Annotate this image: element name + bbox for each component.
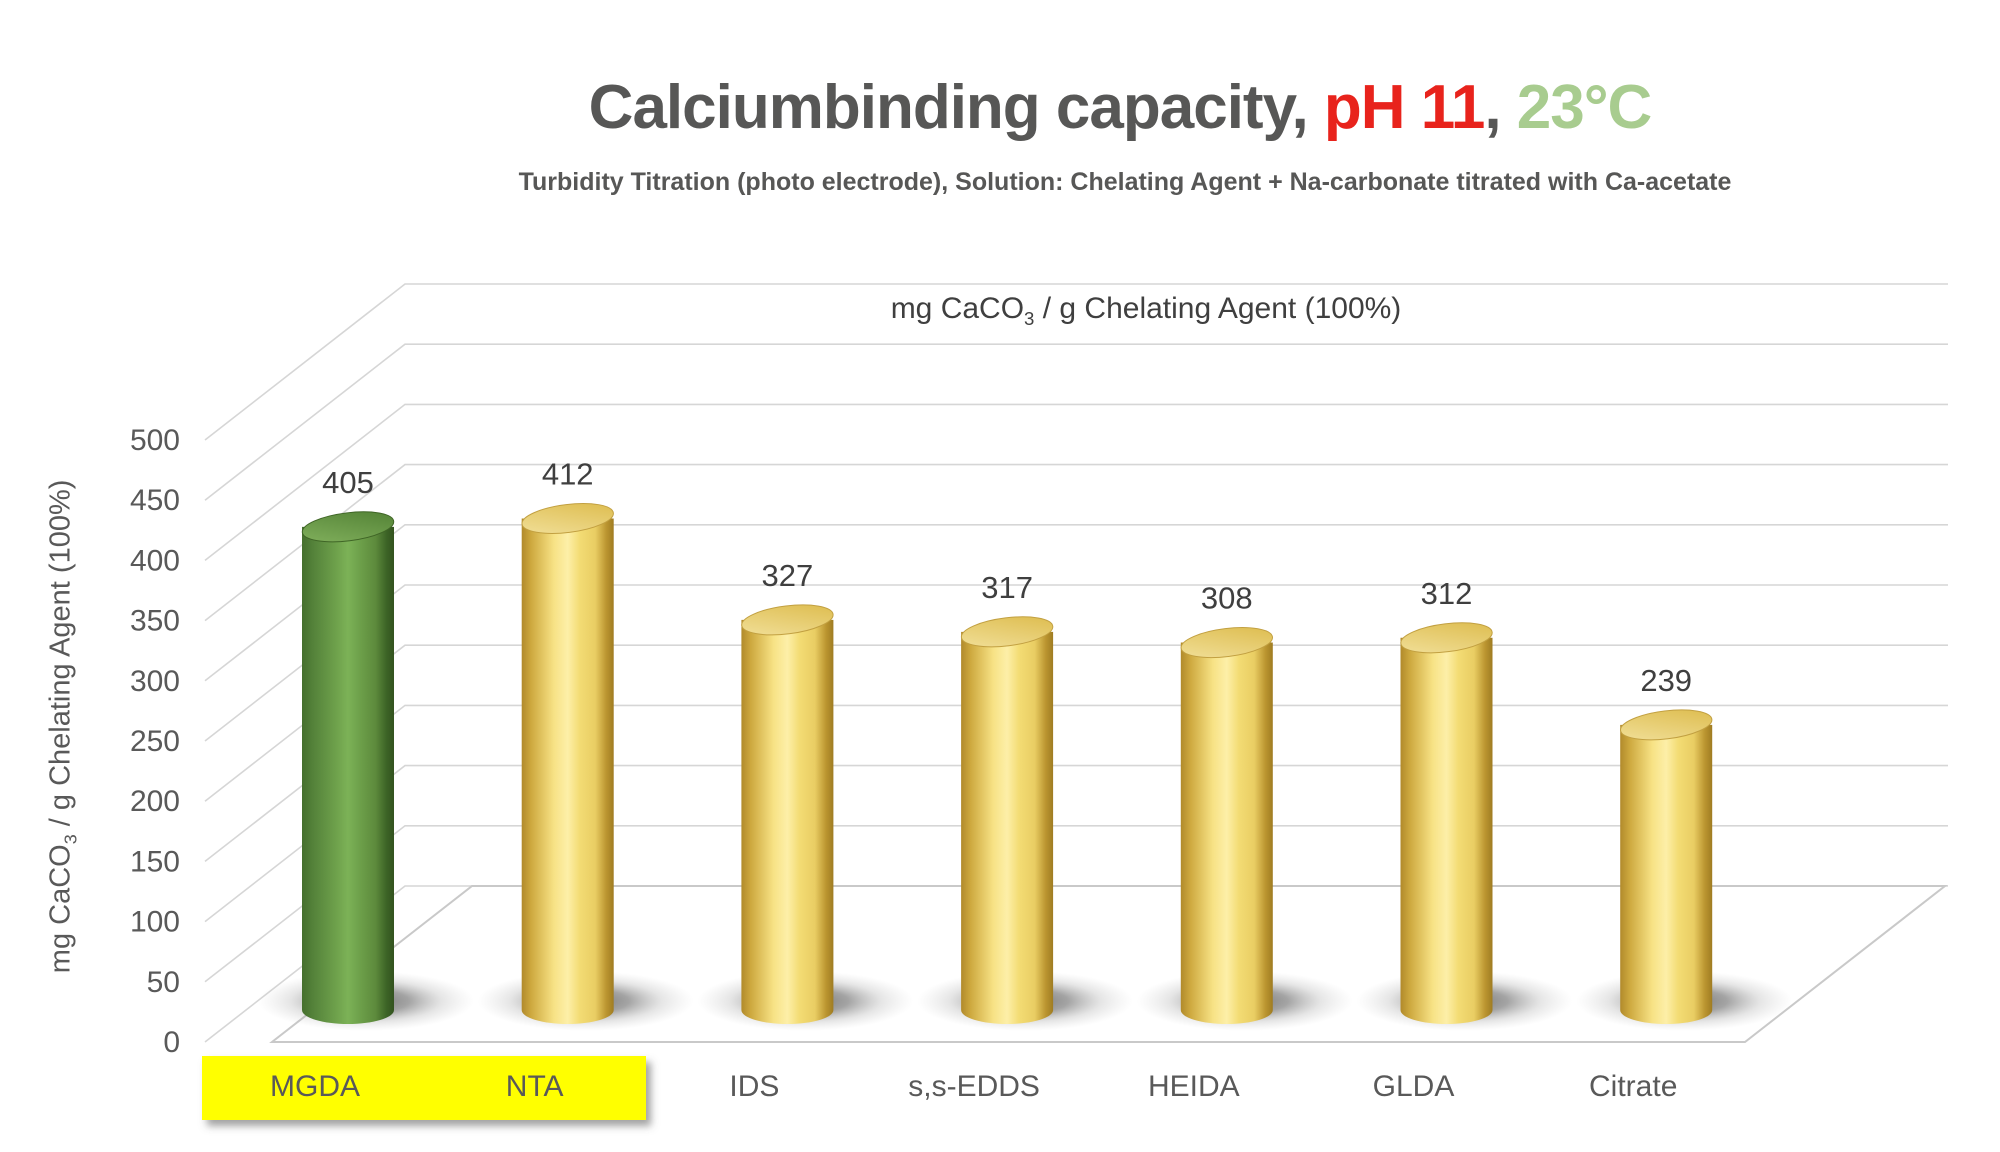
bar-cylinder-NTA <box>521 503 614 1024</box>
bar-body <box>1620 724 1713 1024</box>
y-tick-label: 200 <box>130 785 180 818</box>
y-tick-label: 450 <box>130 484 180 517</box>
inner-wall-axis-label: mg CaCO3 / g Chelating Agent (100%) <box>891 292 1402 330</box>
category-labels-group: MGDA NTA IDS s,s-EDDS HEIDA GLDA Citrate <box>270 1070 1677 1103</box>
bar-top <box>1180 627 1273 659</box>
bar-cylinder-MGDA <box>301 511 395 1024</box>
chart-title-comma: , <box>1484 73 1517 142</box>
inner-wall-axis-label-suffix: / g Chelating Agent (100%) <box>1034 292 1402 325</box>
gridline <box>204 403 1948 562</box>
bar-value-label: 312 <box>1421 576 1473 611</box>
chart-title-ph: pH 11 <box>1323 73 1485 142</box>
gridline <box>204 524 1948 682</box>
y-tick-label: 300 <box>130 665 180 698</box>
bar-value-label: 412 <box>542 456 594 491</box>
y-tick-label: 250 <box>130 725 180 758</box>
bar-body <box>741 619 834 1024</box>
y-axis-title-suffix: / g Chelating Agent (100%) <box>44 479 77 835</box>
y-tick-label: 150 <box>130 845 180 878</box>
y-axis-title-sub: 3 <box>60 834 81 845</box>
bar-cylinder-IDS <box>741 604 834 1024</box>
bar-top <box>741 604 834 636</box>
chart-title-temperature: 23°C <box>1516 73 1653 142</box>
y-tick-label: 50 <box>147 966 180 999</box>
bar-value-label: 405 <box>322 465 374 500</box>
category-label-Citrate: Citrate <box>1589 1070 1677 1103</box>
bar-top <box>521 503 614 534</box>
bar-cylinder-s,s-EDDS <box>960 616 1054 1024</box>
chart-title: Calciumbinding capacity, pH 11, 23°C <box>588 72 1653 143</box>
bar-value-label: 327 <box>762 558 814 593</box>
gridline <box>204 283 1948 441</box>
y-tick-label: 350 <box>130 605 180 638</box>
y-tick-label: 400 <box>130 544 180 577</box>
gridline <box>204 463 1948 622</box>
category-label-MGDA: MGDA <box>270 1070 360 1103</box>
bar-body <box>961 631 1054 1024</box>
bar-top <box>301 511 395 543</box>
y-tick-label: 0 <box>163 1026 180 1059</box>
bar-cylinder-GLDA <box>1400 622 1493 1024</box>
y-tick-label: 500 <box>130 424 180 457</box>
y-tick-label: 100 <box>130 906 180 939</box>
bar-body <box>1180 642 1273 1024</box>
y-axis-ticks: 0 50 100 150 200 250 300 350 400 450 500 <box>130 424 180 1059</box>
bar-cylinder-Citrate <box>1620 709 1713 1024</box>
highlight-box <box>202 1056 646 1120</box>
bar-top <box>1620 709 1713 741</box>
bar-body <box>1400 637 1493 1024</box>
bar-top <box>1400 622 1493 654</box>
category-label-GLDA: GLDA <box>1373 1070 1455 1103</box>
bars-group <box>301 503 1713 1024</box>
bar-value-label: 308 <box>1201 581 1253 616</box>
y-axis-title-text: mg CaCO <box>44 844 77 974</box>
gridline <box>204 343 1948 501</box>
inner-wall-axis-label-sub: 3 <box>1024 308 1035 329</box>
category-label-NTA: NTA <box>506 1070 564 1103</box>
value-labels-group: 405 412 327 317 308 312 239 <box>322 456 1692 697</box>
category-label-IDS: IDS <box>729 1070 779 1103</box>
inner-wall-axis-label-text: mg CaCO <box>890 292 1025 325</box>
category-label-HEIDA: HEIDA <box>1148 1070 1240 1103</box>
bar-value-label: 239 <box>1640 663 1692 698</box>
gridline <box>204 584 1948 742</box>
category-label-s,s-EDDS: s,s-EDDS <box>908 1070 1040 1103</box>
bar-top <box>960 616 1054 648</box>
chart-title-main: Calciumbinding capacity, <box>588 73 1324 142</box>
chart-subtitle: Turbidity Titration (photo electrode), S… <box>518 168 1732 196</box>
y-axis-title: mg CaCO3 / g Chelating Agent (100%) <box>45 416 82 1036</box>
bar-value-label: 317 <box>981 570 1033 605</box>
bar-body <box>302 526 394 1024</box>
bar-cylinder-HEIDA <box>1180 627 1273 1024</box>
bar-body <box>521 518 614 1024</box>
